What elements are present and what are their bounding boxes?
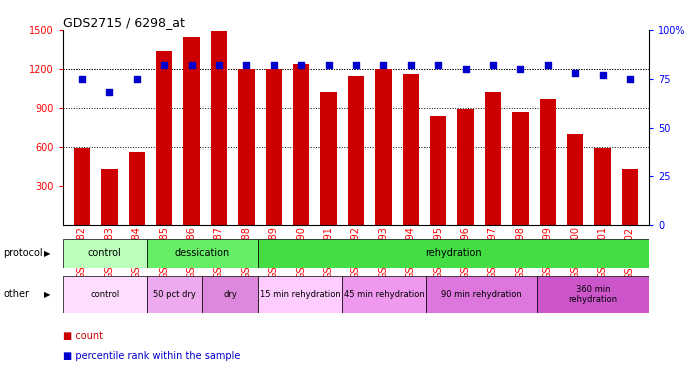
Text: control: control [90, 290, 119, 299]
Text: dessication: dessication [174, 249, 230, 258]
Point [625, 76, 636, 82]
Bar [320, 92, 337, 225]
Point [487, 62, 498, 68]
Text: other: other [3, 290, 29, 299]
Bar [457, 109, 474, 225]
Point [597, 72, 608, 78]
Text: 15 min rehydration: 15 min rehydration [260, 290, 341, 299]
Bar [484, 92, 501, 225]
Text: ■ count: ■ count [63, 331, 103, 340]
Point [158, 62, 170, 68]
Point [378, 62, 389, 68]
Bar [567, 134, 584, 225]
Bar [348, 75, 364, 225]
Point [214, 62, 225, 68]
Point [76, 76, 87, 82]
Text: rehydration: rehydration [425, 249, 482, 258]
Bar [63, 239, 147, 268]
Text: 50 pct dry: 50 pct dry [153, 290, 196, 299]
Bar [74, 148, 90, 225]
Bar [537, 276, 649, 313]
Text: ▶: ▶ [44, 249, 50, 258]
Bar [375, 69, 392, 225]
Point [542, 62, 554, 68]
Bar [540, 99, 556, 225]
Text: GDS2715 / 6298_at: GDS2715 / 6298_at [63, 16, 185, 29]
Bar [202, 276, 258, 313]
Bar [342, 276, 426, 313]
Bar [265, 69, 282, 225]
Bar [156, 51, 172, 225]
Bar [426, 276, 537, 313]
Bar [594, 148, 611, 225]
Text: 360 min
rehydration: 360 min rehydration [569, 285, 618, 304]
Bar [293, 64, 309, 225]
Bar [622, 169, 638, 225]
Bar [238, 69, 255, 225]
Point [186, 62, 197, 68]
Point [570, 70, 581, 76]
Bar [403, 74, 419, 225]
Text: control: control [88, 249, 121, 258]
Text: protocol: protocol [3, 249, 43, 258]
Point [268, 62, 279, 68]
Text: ▶: ▶ [44, 290, 50, 299]
Point [323, 62, 334, 68]
Bar [258, 239, 649, 268]
Point [515, 66, 526, 72]
Point [131, 76, 142, 82]
Bar [512, 112, 528, 225]
Bar [430, 116, 447, 225]
Bar [128, 152, 145, 225]
Text: 90 min rehydration: 90 min rehydration [441, 290, 522, 299]
Point [295, 62, 306, 68]
Point [104, 89, 115, 95]
Text: ■ percentile rank within the sample: ■ percentile rank within the sample [63, 351, 240, 361]
Point [350, 62, 362, 68]
Bar [147, 239, 258, 268]
Bar [258, 276, 342, 313]
Bar [101, 169, 118, 225]
Text: dry: dry [223, 290, 237, 299]
Point [433, 62, 444, 68]
Bar [147, 276, 202, 313]
Bar [211, 31, 228, 225]
Point [406, 62, 417, 68]
Text: 45 min rehydration: 45 min rehydration [343, 290, 424, 299]
Bar [63, 276, 147, 313]
Bar [184, 36, 200, 225]
Point [241, 62, 252, 68]
Point [460, 66, 471, 72]
